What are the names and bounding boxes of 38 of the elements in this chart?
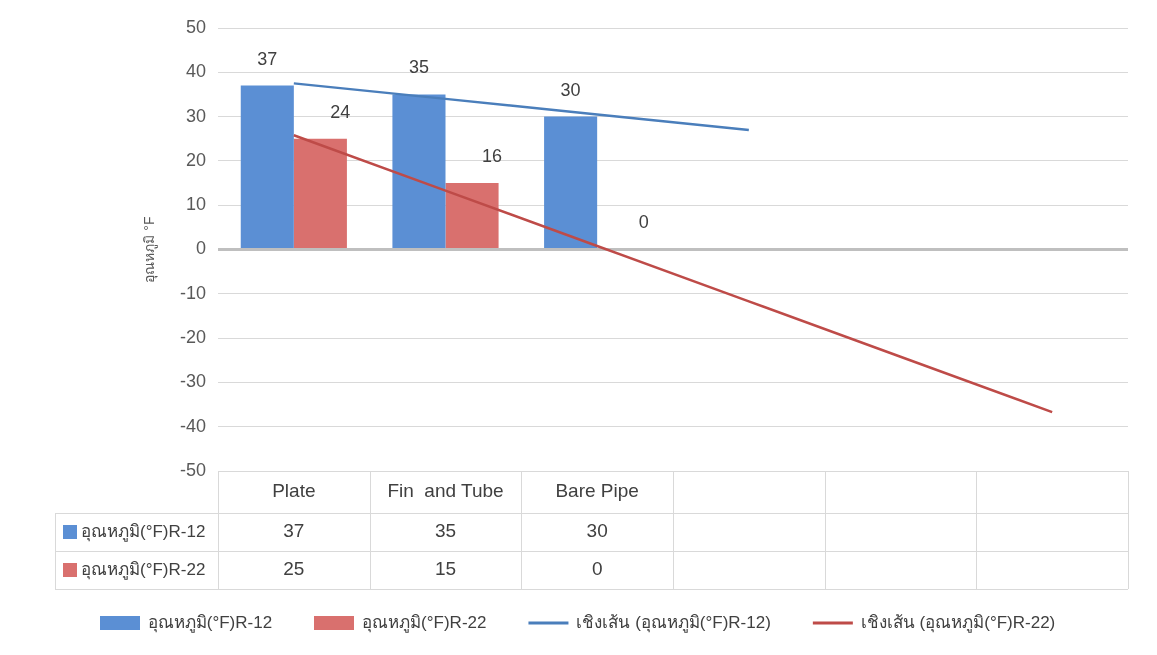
legend-label: อุณหภูมิ(°F)R-22 <box>81 559 206 580</box>
bar <box>544 116 598 248</box>
text: อุณหภูมิ(°F)R-22 <box>362 612 487 632</box>
bar <box>445 183 499 248</box>
x-tick-label: Bare Pipe <box>555 480 639 502</box>
bar <box>293 138 347 248</box>
text: 30 <box>560 79 581 100</box>
y-tick-label: -10 <box>179 282 206 303</box>
annotation: 16 <box>482 146 503 167</box>
annotation: 0 <box>638 212 649 233</box>
y-axis-title: อุณหภูมิ °F <box>141 216 159 283</box>
data-label: 0 <box>591 558 603 580</box>
data-label: 30 <box>586 520 608 542</box>
y-tick-label: -20 <box>179 327 206 348</box>
legend-label: อุณหภูมิ(°F)R-12 <box>81 521 206 542</box>
text: อุณหภูมิ(°F)R-12 <box>147 612 273 632</box>
annotation: 24 <box>330 101 351 122</box>
legend-label: เชิงเส้น (อุณหภูมิ(°F)R-22) <box>860 612 1056 633</box>
data-label: 35 <box>434 520 457 542</box>
data-label: 37 <box>283 520 305 542</box>
x-tick-label: Fin and Tube <box>387 480 504 502</box>
y-tick-label: -30 <box>179 371 206 392</box>
y-tick-label: -50 <box>179 459 206 480</box>
text: 35 <box>408 57 429 78</box>
y-tick-label: 10 <box>185 194 206 215</box>
legend-label: เชิงเส้น (อุณหภูมิ(°F)R-12) <box>576 612 771 633</box>
y-tick-label: -40 <box>179 415 206 436</box>
bar <box>240 85 294 248</box>
text: 37 <box>257 48 278 69</box>
data-label: 25 <box>283 558 305 580</box>
y-tick-label: 20 <box>185 149 206 170</box>
y-tick-label: 0 <box>195 238 206 259</box>
x-tick-label: Plate <box>272 480 316 502</box>
data-label: 15 <box>434 558 457 580</box>
y-tick-label: 40 <box>185 61 206 82</box>
y-tick-label: 50 <box>185 16 206 37</box>
bar <box>392 94 446 248</box>
y-tick-label: 30 <box>185 105 206 126</box>
